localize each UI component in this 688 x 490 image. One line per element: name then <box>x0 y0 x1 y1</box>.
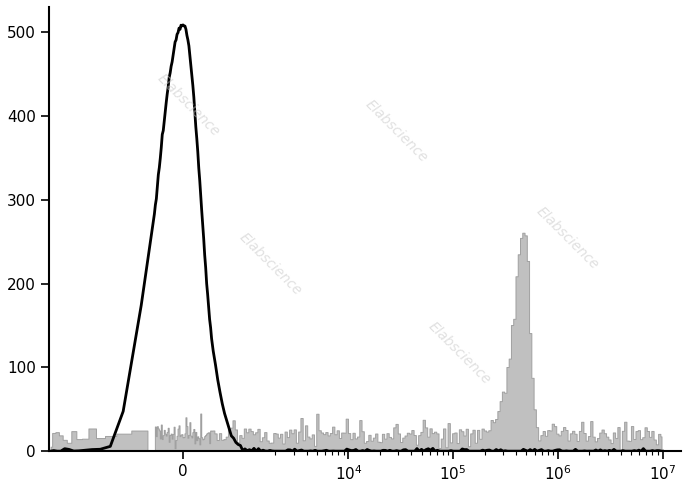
Text: Elabscience: Elabscience <box>237 231 304 298</box>
Text: Elabscience: Elabscience <box>363 98 431 165</box>
Text: Elabscience: Elabscience <box>154 71 222 139</box>
Text: Elabscience: Elabscience <box>426 319 494 388</box>
Text: Elabscience: Elabscience <box>533 204 601 272</box>
